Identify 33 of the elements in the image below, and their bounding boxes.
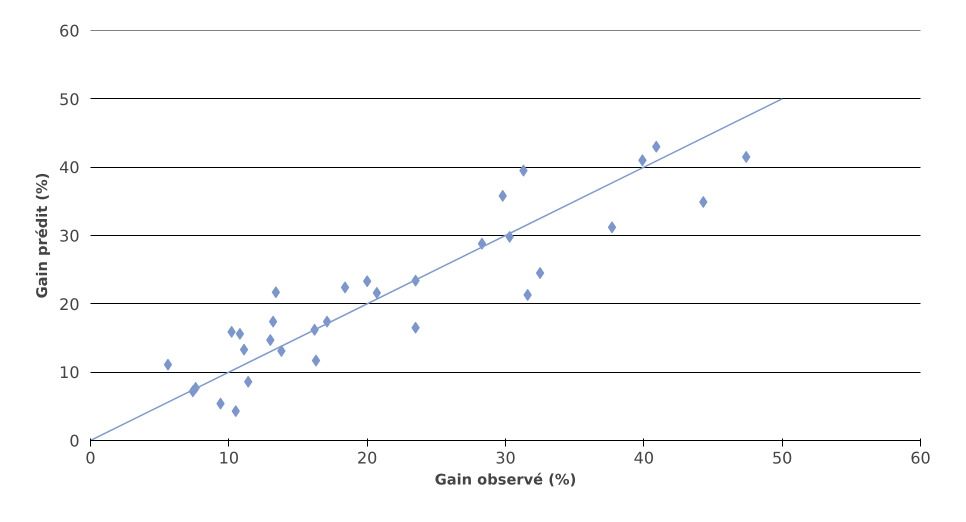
y-axis-title: Gain prédit (%) <box>34 172 52 298</box>
point <box>272 286 280 298</box>
y-tick-label: 0 <box>69 432 80 450</box>
point <box>608 221 616 234</box>
point <box>240 344 248 356</box>
x-tick-label: 10 <box>218 448 240 468</box>
point <box>277 344 286 357</box>
x-tick-label: 50 <box>772 448 792 468</box>
point <box>411 322 420 334</box>
y-tick-label: 10 <box>59 363 80 382</box>
point <box>519 164 528 177</box>
x-tick-label: 0 <box>85 448 96 468</box>
point <box>372 286 382 299</box>
point <box>312 354 320 367</box>
point <box>216 398 225 410</box>
x-tick-label: 60 <box>910 448 931 468</box>
point <box>236 328 244 340</box>
y-tick-label: 60 <box>59 22 80 40</box>
point <box>268 316 278 328</box>
y-tick-label: 40 <box>59 158 80 178</box>
point <box>340 281 350 294</box>
y-tick-label: 20 <box>59 294 80 314</box>
x-tick-label: 40 <box>634 448 654 468</box>
point <box>227 326 236 338</box>
point <box>523 288 532 301</box>
point <box>164 358 172 371</box>
point <box>638 154 647 166</box>
x-axis-title: Gain observé (%) <box>434 472 576 488</box>
x-tick-label: 30 <box>495 448 516 468</box>
y-tick-label: 30 <box>59 226 80 246</box>
x-tick-label: 20 <box>356 448 378 468</box>
point <box>536 267 544 280</box>
y-tick-label: 50 <box>59 90 80 109</box>
